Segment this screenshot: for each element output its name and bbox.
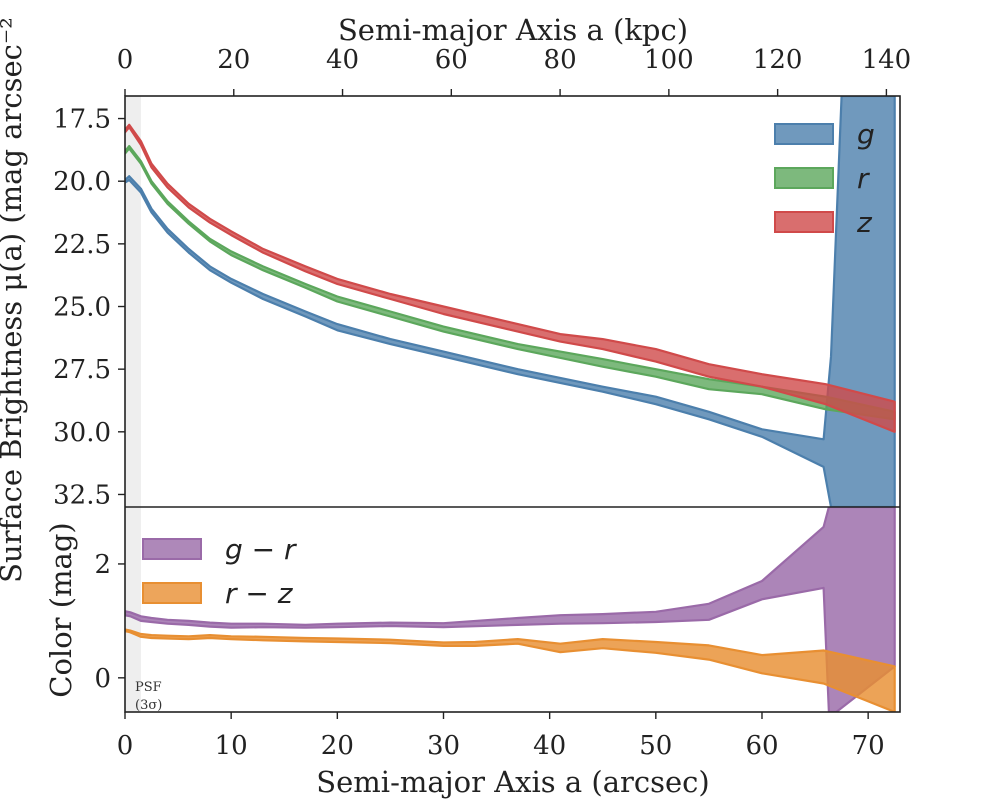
sb-tick-label: 20.0 [53, 167, 111, 197]
color-tick-label: 0 [94, 664, 111, 694]
kpc-tick-label: 0 [117, 45, 134, 75]
arcsec-tick-label: 30 [427, 731, 460, 761]
kpc-tick-label: 100 [644, 45, 694, 75]
sb-axis-title: Surface Brightness μ(a) (mag arcsec⁻² [0, 17, 28, 583]
sb-band-z [125, 123, 896, 433]
sb-tick-label: 30.0 [53, 418, 111, 448]
psf-label-line1: PSF [135, 680, 162, 695]
sb-legend-label-z: z [856, 206, 873, 239]
sb-tick-label: 27.5 [53, 355, 111, 385]
plot-frame [124, 95, 901, 713]
sb-legend-swatch-z [774, 211, 834, 233]
color-legend-label-r-z: r − z [225, 577, 294, 610]
sb-tick-label: 32.5 [53, 480, 111, 510]
axes-layer [118, 89, 901, 719]
color-axis-title: Color (mag) [44, 522, 78, 697]
sb-legend-label-g: g [857, 118, 875, 151]
sb-band-g [125, 96, 896, 507]
color-band-r-z [125, 628, 896, 712]
sb-tick-label: 25.0 [53, 293, 111, 323]
color-legend-label-g-r: g − r [225, 533, 297, 566]
sb-bands [125, 96, 896, 507]
arcsec-tick-label: 40 [533, 731, 566, 761]
arcsec-tick-label: 70 [852, 731, 885, 761]
color-legend-swatch-r-z [142, 582, 202, 604]
arcsec-tick-label: 60 [745, 731, 778, 761]
arcsec-tick-label: 50 [639, 731, 672, 761]
kpc-tick-label: 140 [862, 45, 912, 75]
sb-tick-label: 22.5 [53, 230, 111, 260]
kpc-tick-label: 120 [753, 45, 803, 75]
sb-tick-label: 17.5 [53, 105, 111, 135]
bottom-axis-title: Semi-major Axis a (arcsec) [316, 765, 709, 799]
sb-legend-swatch-r [774, 167, 834, 189]
kpc-tick-label: 60 [435, 45, 468, 75]
arcsec-tick-label: 20 [321, 731, 354, 761]
color-bands [125, 507, 896, 712]
plot-layer [125, 96, 896, 712]
sb-legend-swatch-g [774, 123, 834, 145]
color-legend-swatch-g-r [142, 538, 202, 560]
kpc-tick-label: 20 [217, 45, 250, 75]
kpc-tick-label: 80 [544, 45, 577, 75]
top-axis-title: Semi-major Axis a (kpc) [338, 13, 688, 47]
arcsec-tick-label: 10 [215, 731, 248, 761]
psf-label-line2: (3σ) [135, 698, 162, 713]
color-tick-label: 2 [94, 550, 111, 580]
arcsec-tick-label: 0 [117, 731, 134, 761]
sb-legend-label-r: r [857, 162, 870, 195]
text-layer: Semi-major Axis a (kpc) Semi-major Axis … [0, 13, 911, 799]
psf-band [125, 96, 141, 712]
kpc-tick-label: 40 [326, 45, 359, 75]
